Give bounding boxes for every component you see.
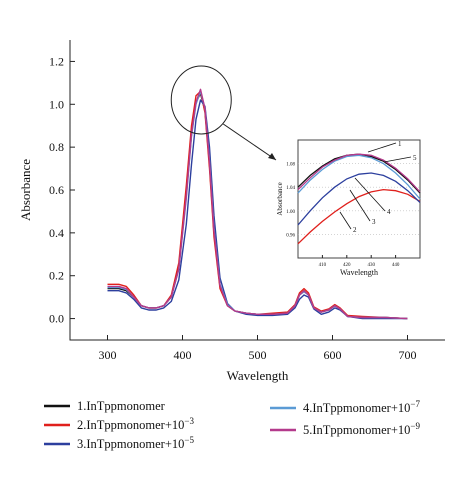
zoom-connector-line bbox=[222, 123, 277, 161]
x-tick-label: 500 bbox=[249, 348, 267, 362]
inset-frame bbox=[297, 139, 421, 259]
peak-highlight-ellipse bbox=[170, 65, 232, 135]
legend-label-5: 5.InTppmonomer+10−9 bbox=[303, 421, 420, 437]
legend-label-text: 5.InTppmonomer+10 bbox=[303, 423, 410, 437]
inset-plot-area: 0.96 1.00 1.04 1.08 410 420 430 440 Wavelength Ab… bbox=[276, 139, 421, 277]
x-tick-label: 600 bbox=[324, 348, 342, 362]
y-tick-label: 1.0 bbox=[49, 97, 64, 111]
inset-series-line-3 bbox=[297, 172, 421, 226]
legend-label-1: 1.InTppmonomer bbox=[77, 399, 166, 413]
legend-label-text: 2.InTppmonomer+10 bbox=[77, 418, 184, 432]
inset-y-tick-label: 1.08 bbox=[286, 163, 295, 168]
inset-x-tick-label: 440 bbox=[392, 263, 400, 268]
x-axis-label: Wavelength bbox=[227, 368, 289, 383]
inset-y-tick-label: 1.00 bbox=[286, 210, 295, 215]
inset-annotation-label-3: 3 bbox=[372, 218, 376, 226]
inset-y-axis-label: Absorbance bbox=[276, 182, 284, 215]
inset-annotation-arrow-3 bbox=[349, 189, 371, 222]
inset-x-tick-label: 410 bbox=[319, 263, 327, 268]
x-tick-label: 300 bbox=[99, 348, 117, 362]
legend-label-4: 4.InTppmonomer+10−7 bbox=[303, 399, 420, 415]
inset-annotation-arrow-5 bbox=[383, 156, 412, 163]
inset-annotation-label-4: 4 bbox=[387, 208, 391, 216]
y-tick-label: 0.4 bbox=[49, 226, 64, 240]
legend-label-exponent: −5 bbox=[184, 435, 194, 445]
zoom-connector-arrowhead bbox=[268, 153, 276, 160]
y-tick-label: 0.2 bbox=[49, 269, 64, 283]
legend-label-text: 1.InTppmonomer bbox=[77, 399, 166, 413]
legend-label-text: 4.InTppmonomer+10 bbox=[303, 401, 410, 415]
inset-x-tick-label: 430 bbox=[367, 263, 375, 268]
inset-y-tick-label: 0.96 bbox=[286, 233, 295, 238]
y-tick-label: 0.6 bbox=[49, 183, 64, 197]
y-tick-label: 0.0 bbox=[49, 312, 64, 326]
legend-label-text: 3.InTppmonomer+10 bbox=[77, 437, 184, 451]
legend-label-exponent: −9 bbox=[410, 421, 420, 431]
x-tick-label: 400 bbox=[174, 348, 192, 362]
inset-annotation-label-5: 5 bbox=[413, 154, 417, 162]
main-axes bbox=[69, 40, 445, 341]
series-line-5 bbox=[107, 88, 408, 320]
inset-annotation-arrow-1 bbox=[367, 142, 397, 153]
legend-label-exponent: −3 bbox=[184, 416, 194, 426]
legend-label-3: 3.InTppmonomer+10−5 bbox=[77, 435, 194, 451]
legend-label-2: 2.InTppmonomer+10−3 bbox=[77, 416, 194, 432]
chart-legend: 1.InTppmonomer 2.InTppmonomer+10−3 3.InTpp… bbox=[44, 399, 420, 451]
y-tick-label: 0.8 bbox=[49, 140, 64, 154]
inset-annotation-label-1: 1 bbox=[398, 140, 402, 148]
x-tick-label: 700 bbox=[399, 348, 417, 362]
inset-annotation-arrow-2 bbox=[339, 211, 352, 230]
inset-x-tick-label: 420 bbox=[343, 263, 351, 268]
inset-series-line-5 bbox=[297, 153, 421, 193]
inset-annotation-label-2: 2 bbox=[353, 226, 357, 234]
inset-annotation-arrow-4 bbox=[354, 177, 386, 212]
legend-label-exponent: −7 bbox=[410, 399, 420, 409]
y-axis-label: Absorbance bbox=[18, 159, 33, 221]
inset-y-tick-label: 1.04 bbox=[286, 186, 295, 191]
inset-series-line-4 bbox=[297, 154, 421, 200]
inset-x-axis-label: Wavelength bbox=[340, 268, 378, 277]
inset-series-line-2 bbox=[297, 188, 421, 245]
main-plot-area: 300 400 500 600 700 0.0 0.2 0.4 0.6 0.8 1.0 1.2 Wave… bbox=[18, 40, 445, 383]
y-tick-label: 1.2 bbox=[49, 54, 64, 68]
